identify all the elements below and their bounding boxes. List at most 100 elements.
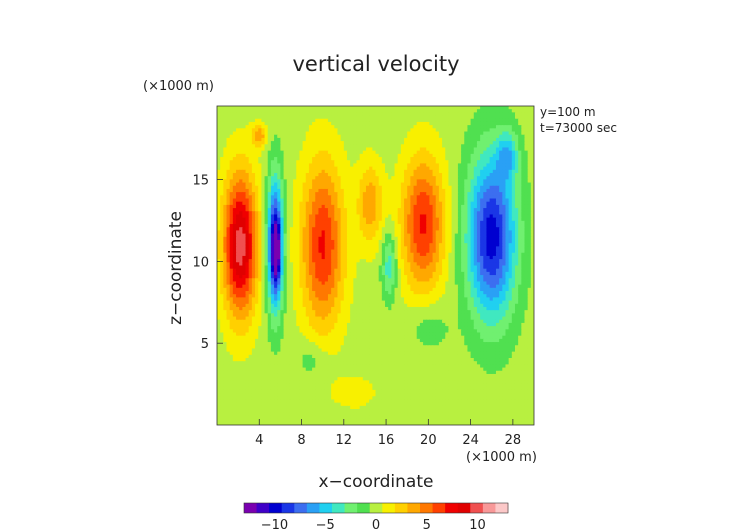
heatmap-cell: [318, 208, 323, 212]
heatmap-cell: [248, 201, 253, 206]
heatmap-cell: [416, 208, 421, 212]
heatmap-cell: [346, 185, 351, 190]
heatmap-cell: [365, 128, 370, 133]
heatmap-cell: [324, 147, 329, 152]
heatmap-cell: [511, 252, 516, 257]
heatmap-cell: [489, 220, 494, 225]
heatmap-cell: [385, 176, 389, 180]
heatmap-cell: [461, 112, 465, 117]
heatmap-cell: [264, 131, 269, 136]
heatmap-cell: [495, 195, 500, 200]
heatmap-cell: [451, 211, 456, 216]
heatmap-cell: [302, 157, 307, 161]
heatmap-cell: [445, 217, 450, 222]
heatmap-cell: [511, 112, 516, 117]
heatmap-cell: [362, 249, 367, 254]
heatmap-cell: [255, 224, 259, 228]
heatmap-cell: [480, 172, 484, 177]
heatmap-cell: [264, 160, 269, 165]
heatmap-cell: [432, 172, 437, 177]
heatmap-cell: [486, 230, 491, 235]
heatmap-cells: [217, 106, 534, 425]
heatmap-cell: [429, 125, 434, 129]
heatmap-cell: [391, 144, 396, 149]
heatmap-cell: [229, 109, 234, 113]
heatmap-cell: [315, 157, 320, 161]
heatmap-cell: [511, 121, 516, 126]
heatmap-cell: [217, 233, 221, 238]
heatmap-cell: [232, 176, 237, 180]
heatmap-cell: [264, 150, 269, 155]
heatmap-cell: [445, 239, 450, 244]
heatmap-cell: [324, 179, 329, 184]
heatmap-cell: [286, 163, 291, 168]
heatmap-cell: [293, 125, 297, 129]
heatmap-cell: [423, 220, 427, 225]
heatmap-cell: [391, 214, 396, 219]
heatmap-cell: [388, 188, 392, 193]
heatmap-cell: [407, 150, 411, 155]
heatmap-cell: [245, 109, 250, 113]
heatmap-cell: [305, 246, 310, 251]
heatmap-cell: [305, 262, 310, 267]
heatmap-cell: [445, 204, 450, 209]
heatmap-cell: [524, 239, 529, 244]
heatmap-cell: [442, 160, 446, 165]
heatmap-cell: [293, 157, 297, 161]
heatmap-cell: [378, 204, 383, 209]
heatmap-cell: [356, 131, 361, 136]
heatmap-cell: [470, 153, 475, 158]
heatmap-cell: [480, 220, 484, 225]
heatmap-cell: [229, 121, 234, 126]
heatmap-cell: [296, 125, 301, 129]
heatmap-cell: [448, 236, 453, 241]
heatmap-cell: [400, 224, 405, 228]
heatmap-cell: [470, 179, 475, 184]
heatmap-cell: [391, 141, 396, 145]
heatmap-cell: [426, 163, 430, 168]
heatmap-cell: [270, 255, 275, 260]
heatmap-cell: [486, 153, 491, 158]
heatmap-cell: [270, 198, 275, 203]
heatmap-cell: [495, 153, 500, 158]
heatmap-cell: [524, 214, 529, 219]
heatmap-cell: [445, 128, 450, 133]
heatmap-cell: [400, 255, 405, 260]
heatmap-cell: [476, 131, 481, 136]
heatmap-cell: [242, 220, 247, 225]
heatmap-cell: [505, 179, 510, 184]
heatmap-cell: [385, 198, 389, 203]
heatmap-cell: [239, 208, 243, 212]
heatmap-cell: [426, 192, 430, 196]
heatmap-cell: [445, 172, 450, 177]
heatmap-cell: [356, 118, 361, 123]
heatmap-cell: [359, 246, 364, 251]
heatmap-cell: [492, 153, 497, 158]
heatmap-cell: [251, 106, 256, 110]
heatmap-cell: [451, 224, 456, 228]
heatmap-cell: [381, 188, 386, 193]
heatmap-cell: [518, 236, 522, 241]
heatmap-cell: [432, 195, 437, 200]
heatmap-cell: [527, 131, 532, 136]
heatmap-cell: [365, 201, 370, 206]
heatmap-cell: [274, 224, 278, 228]
heatmap-cell: [217, 220, 221, 225]
heatmap-cell: [286, 252, 291, 257]
heatmap-cell: [242, 224, 247, 228]
heatmap-cell: [438, 106, 443, 110]
heatmap-cell: [245, 214, 250, 219]
heatmap-cell: [331, 220, 335, 225]
heatmap-cell: [365, 121, 370, 126]
heatmap-cell: [514, 249, 519, 254]
heatmap-cell: [261, 118, 266, 123]
heatmap-cell: [289, 121, 294, 126]
heatmap-cell: [350, 166, 354, 171]
heatmap-cell: [337, 112, 342, 117]
heatmap-cell: [391, 201, 396, 206]
heatmap-cell: [527, 121, 532, 126]
heatmap-cell: [340, 121, 345, 126]
heatmap-cell: [423, 230, 427, 235]
heatmap-cell: [359, 217, 364, 222]
heatmap-cell: [451, 131, 456, 136]
